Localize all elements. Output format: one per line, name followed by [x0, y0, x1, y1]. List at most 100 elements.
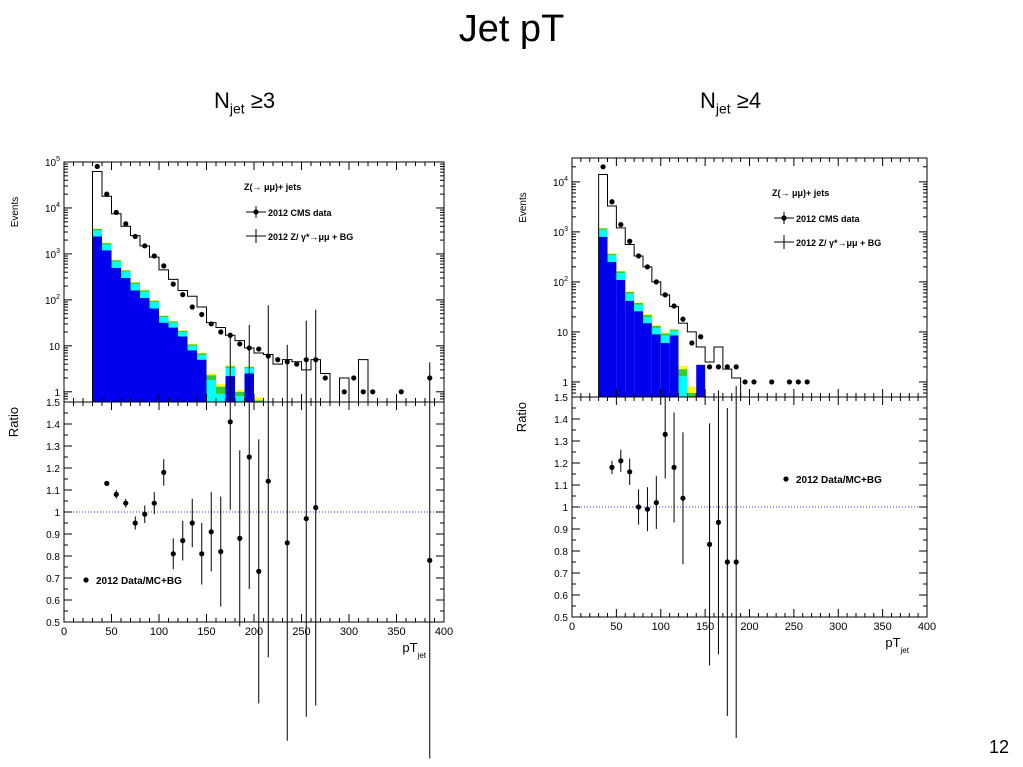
data-point — [724, 364, 730, 370]
x-tick-label: 200 — [740, 621, 758, 633]
mc-stack-bar-green — [669, 329, 679, 331]
page-number: 12 — [988, 737, 1009, 757]
ratio-point — [161, 469, 167, 475]
mc-stack-bar-green — [178, 330, 188, 333]
data-point — [644, 264, 651, 270]
ratio-point — [653, 500, 659, 506]
mc-stack-bar-cyan — [178, 332, 188, 337]
ratio-legend-label: 2012 Data/MC+BG — [96, 576, 182, 587]
x-tick-label: 350 — [387, 626, 405, 638]
mc-stack-bar-yellow — [187, 343, 197, 345]
y-tick-label: 103 — [553, 226, 568, 239]
x-tick-label: 350 — [873, 621, 891, 633]
data-point — [786, 379, 793, 385]
mc-stack-bar-green — [598, 228, 608, 230]
data-point — [94, 163, 100, 170]
ratio-y-tick-label: 0.5 — [554, 613, 568, 624]
mc-stack-bar-green — [607, 253, 617, 256]
data-point — [706, 364, 713, 370]
mc-stack-bar-yellow — [678, 365, 688, 370]
mc-stack-bar-cyan — [121, 271, 131, 278]
ratio-point — [662, 431, 668, 437]
panel-title-main: N — [214, 88, 230, 113]
mc-stack-bar-cyan — [235, 396, 245, 402]
data-point — [618, 221, 624, 228]
ratio-point — [313, 505, 319, 511]
ratio-point — [208, 529, 214, 535]
panel-title-left: Njet ≥3 — [214, 88, 275, 116]
mc-stack-bar-green — [111, 260, 121, 262]
mc-stack-bar-cyan — [130, 284, 140, 291]
mc-stack-bar-cyan — [92, 230, 102, 237]
mc-stack-bar-green — [140, 290, 150, 292]
mc-stack-bar-green — [102, 243, 112, 245]
y-tick-label: 105 — [45, 156, 60, 169]
legend-mc-label: 2012 Z/ γ*→μμ + BG — [268, 232, 353, 242]
mc-stack-bar-yellow — [216, 384, 226, 387]
mc-stack-bar-cyan — [140, 291, 150, 298]
ratio-y-tick-label: 0.6 — [46, 596, 60, 607]
mc-stack-bar-blue — [140, 297, 150, 402]
ratio-y-tick-label: 0.9 — [554, 525, 568, 536]
mc-stack-bar-blue — [92, 236, 102, 402]
legend-data-label: 2012 CMS data — [796, 214, 861, 224]
ratio-point — [284, 540, 290, 546]
mc-stack-bar-yellow — [235, 389, 245, 392]
data-point — [113, 209, 119, 216]
ratio-legend-label: 2012 Data/MC+BG — [796, 475, 882, 486]
mc-stack-bar-cyan — [607, 255, 617, 262]
mc-stack-bar-cyan — [111, 261, 121, 268]
data-point — [609, 199, 615, 205]
ratio-point — [627, 469, 633, 475]
ratio-y-tick-label: 0.5 — [46, 618, 60, 629]
mc-stack-bar-green — [634, 302, 643, 305]
mc-stack-bar-green — [121, 270, 131, 272]
mc-stack-bar-yellow — [651, 325, 661, 326]
slide-title: Jet pT — [458, 8, 565, 50]
x-tick-label: 150 — [197, 626, 215, 638]
mc-stack-bar-cyan — [678, 376, 688, 397]
data-point — [180, 292, 186, 298]
mc-stack-bar-blue — [130, 290, 140, 402]
ratio-point — [427, 557, 433, 564]
ratio-y-tick-label: 1.3 — [46, 442, 60, 453]
mc-stack-bar-cyan — [651, 327, 661, 335]
data-point — [170, 281, 176, 287]
ratio-y-tick-label: 0.8 — [46, 552, 60, 563]
ratio-point — [132, 520, 138, 526]
mc-stack-bar-yellow — [616, 270, 626, 272]
legend-title: Z(→ μμ)+ jets — [244, 182, 301, 192]
x-tick-label: 100 — [652, 621, 670, 633]
data-point — [689, 340, 695, 346]
mc-stack-bar-blue — [197, 359, 207, 402]
mc-stack-bar-cyan — [187, 345, 197, 351]
data-point — [151, 253, 157, 259]
mc-stack-bar-cyan — [159, 317, 169, 323]
ratio-y-tick-label: 1.5 — [46, 398, 60, 409]
ratio-point — [104, 480, 110, 486]
data-point — [662, 292, 668, 298]
mc-stack-bar-yellow — [643, 314, 652, 315]
mc-stack-bar-green — [206, 375, 216, 381]
mc-stack-bar-yellow — [254, 397, 264, 401]
panel-title-tail: ≥4 — [730, 88, 762, 113]
x-tick-label: 300 — [829, 621, 847, 633]
mc-stack-bar-yellow — [625, 291, 635, 292]
mc-stack-bar-green — [616, 271, 626, 274]
data-point — [653, 279, 659, 285]
data-point — [804, 379, 810, 385]
legend-data-marker — [781, 215, 787, 221]
ratio-point — [246, 454, 252, 460]
ratio-point — [680, 495, 686, 501]
ratio-y-tick-label: 0.6 — [554, 591, 568, 602]
y-tick-label: 10 — [557, 328, 569, 339]
mc-stack-bar-blue — [102, 250, 112, 402]
mc-stack-bar-green — [197, 353, 207, 356]
ratio-point — [189, 520, 195, 526]
ratio-point — [609, 464, 615, 470]
ratio-axis-label: Ratio — [514, 402, 529, 432]
x-tick-label: 250 — [292, 626, 310, 638]
mc-stack-bar-cyan — [168, 322, 178, 328]
y-tick-label: 1 — [562, 378, 568, 389]
